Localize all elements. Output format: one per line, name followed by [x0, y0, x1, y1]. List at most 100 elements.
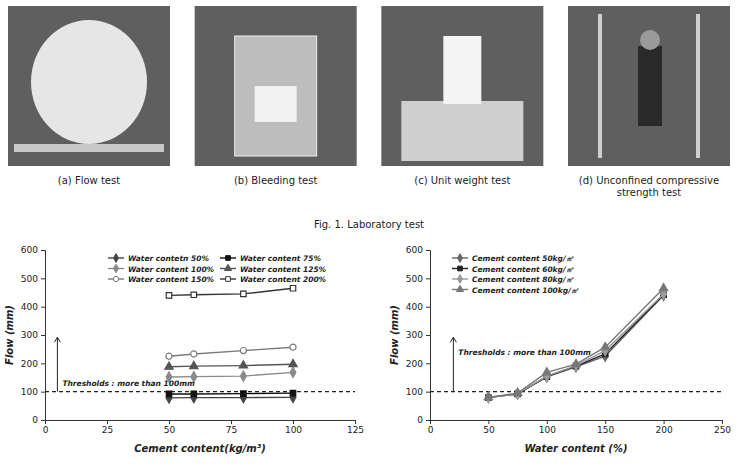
marker [484, 393, 492, 400]
marker [239, 361, 247, 368]
series-line [169, 372, 293, 377]
photo-panel [8, 6, 170, 166]
legend-marker [113, 254, 118, 263]
photo-detail [696, 14, 700, 158]
y-axis-title: Flow (mm) [4, 305, 15, 365]
tick: 100 [539, 420, 556, 435]
photo [8, 6, 170, 166]
photo-detail [14, 144, 164, 152]
legend-label: Water content 75% [240, 254, 321, 263]
photo-panel [195, 6, 357, 166]
marker [543, 368, 551, 375]
tick: 25 [102, 420, 113, 435]
photo-caption: (c) Unit weight test [414, 175, 510, 186]
legend-marker [456, 285, 463, 291]
tick: 0 [43, 420, 49, 435]
annotation-arrowhead [54, 337, 60, 342]
legend-label: Cement content 50kg/㎥ [472, 254, 574, 263]
tick-mark [426, 363, 430, 364]
legend-entry: Water content 200% [220, 275, 327, 284]
legend-marker [113, 264, 118, 273]
marker [290, 286, 295, 291]
legend-label: Water content 125% [240, 265, 327, 274]
axis-line [46, 421, 356, 425]
x-axis-title: Water content (%) [524, 443, 627, 454]
tick-mark [169, 420, 170, 424]
tick-label: 125 [347, 425, 364, 435]
marker [191, 391, 196, 396]
chart: 0501001502002500100200300400500600Water … [389, 245, 731, 454]
tick-label: 100 [21, 387, 38, 397]
legend-entry: Water content 75% [220, 254, 321, 263]
series-line [169, 288, 293, 295]
photo-detail [598, 14, 602, 158]
plot-area [430, 283, 722, 402]
marker [601, 342, 609, 349]
legend-marker [226, 277, 231, 282]
photo-detail [443, 36, 481, 104]
marker [513, 388, 521, 395]
tick: 500 [21, 274, 45, 284]
tick: 0 [417, 415, 430, 425]
tick-label: 50 [164, 425, 176, 435]
marker [166, 391, 171, 396]
tick-mark [426, 392, 430, 393]
annotation: Thresholds : more than 100mm [458, 348, 591, 357]
tick-mark [41, 363, 45, 364]
tick-label: 500 [21, 274, 38, 284]
series-line [488, 295, 663, 397]
tick-label: 100 [406, 387, 423, 397]
tick-label: 600 [406, 245, 423, 255]
tick: 50 [164, 420, 176, 435]
legend-marker [226, 256, 231, 261]
legend-label: Cement content 60kg/㎥ [472, 265, 574, 274]
photo-detail [640, 30, 660, 50]
tick: 150 [597, 420, 614, 435]
legend-marker [457, 275, 462, 284]
series-line [488, 294, 663, 398]
axis-line [426, 251, 431, 421]
photo [195, 6, 357, 166]
tick-label: 50 [483, 425, 495, 435]
photo-detail [235, 36, 317, 156]
legend-entry: Water contetn 50% [108, 254, 209, 263]
y-axis-title: Flow (mm) [389, 305, 400, 365]
tick-mark [426, 278, 430, 279]
tick: 50 [483, 420, 495, 435]
tick-label: 75 [226, 425, 237, 435]
annotation-arrow [453, 337, 454, 391]
series-line [488, 288, 663, 397]
tick-mark [293, 420, 294, 424]
tick-mark [426, 335, 430, 336]
photo [568, 6, 730, 166]
tick: 400 [21, 302, 45, 312]
marker [191, 351, 197, 357]
tick: 125 [347, 420, 364, 435]
figure-caption: Fig. 1. Laboratory test [314, 219, 424, 230]
tick-label: 0 [428, 425, 434, 435]
photo-caption: (a) Flow test [58, 175, 120, 186]
tick-label: 0 [43, 425, 49, 435]
tick-mark [664, 420, 665, 424]
plot-area [45, 286, 355, 403]
marker [290, 367, 296, 377]
marker [191, 292, 196, 297]
legend-entry: Water content 125% [220, 264, 327, 273]
photo-panel [568, 6, 730, 166]
tick-label: 100 [285, 425, 302, 435]
tick-mark [547, 420, 548, 424]
tick: 200 [406, 359, 430, 369]
legend-entry: Water content 100% [108, 264, 215, 273]
tick-mark [426, 250, 430, 251]
photo-panel [381, 6, 543, 166]
legend-label: Cement content 80kg/㎥ [472, 275, 574, 284]
tick-mark [41, 392, 45, 393]
series-line [169, 397, 293, 399]
marker [241, 391, 246, 396]
tick-mark [41, 335, 45, 336]
legend-marker [458, 266, 463, 271]
chart: 02550751001250100200300400500600Cement c… [4, 245, 364, 454]
legend-label: Cement content 100kg/㎥ [472, 286, 579, 295]
photo-detail [638, 46, 662, 126]
figure: (a) Flow test(b) Bleeding test(c) Unit w… [0, 0, 738, 473]
